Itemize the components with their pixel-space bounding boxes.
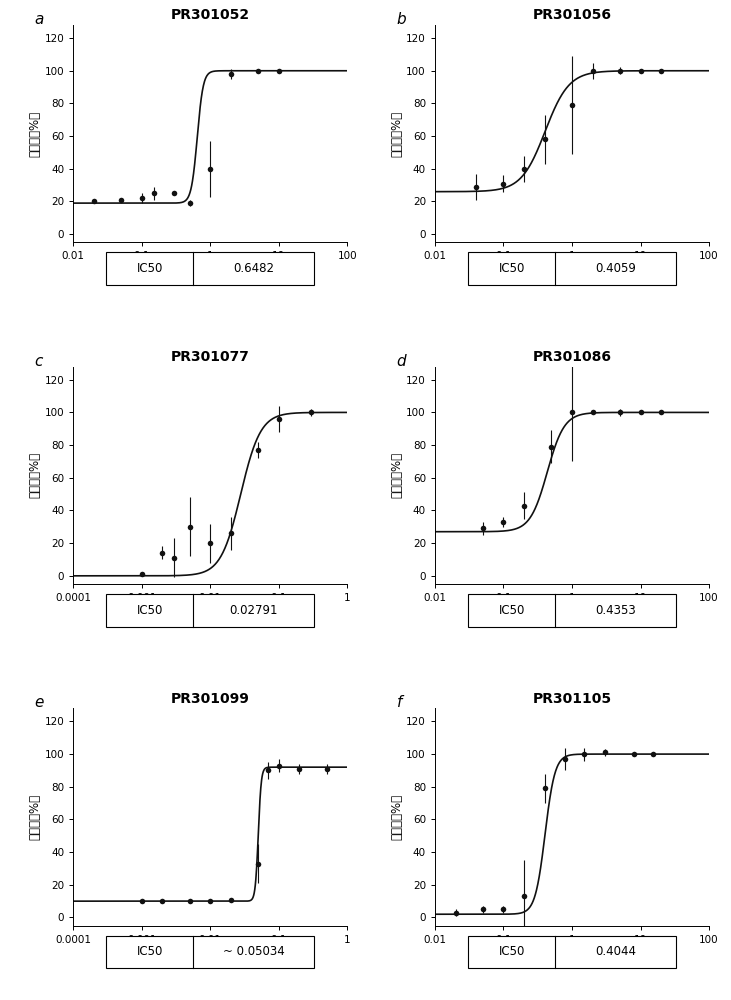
Text: a: a xyxy=(35,12,44,27)
Text: ~ 0.05034: ~ 0.05034 xyxy=(223,945,285,958)
Text: IC50: IC50 xyxy=(137,604,163,617)
Title: PR301052: PR301052 xyxy=(170,8,250,22)
X-axis label: 浓度（μg/ml）: 浓度（μg/ml） xyxy=(541,266,603,279)
Bar xyxy=(106,594,314,627)
Text: 0.02791: 0.02791 xyxy=(230,604,279,617)
X-axis label: 浓度（μg/ml）: 浓度（μg/ml） xyxy=(179,266,241,279)
Text: IC50: IC50 xyxy=(499,945,525,958)
X-axis label: 浓度（μg/ml）: 浓度（μg/ml） xyxy=(179,607,241,620)
Title: PR301086: PR301086 xyxy=(532,350,612,364)
X-axis label: 浓度（μg/ml）: 浓度（μg/ml） xyxy=(541,607,603,620)
Y-axis label: 抑制率（%）: 抑制率（%） xyxy=(390,111,404,157)
Bar xyxy=(106,936,314,968)
Y-axis label: 抑制率（%）: 抑制率（%） xyxy=(390,794,404,840)
Text: 0.6482: 0.6482 xyxy=(233,262,274,275)
Bar xyxy=(468,594,676,627)
X-axis label: 浓度（μg/ml）: 浓度（μg/ml） xyxy=(179,949,241,962)
Text: c: c xyxy=(35,354,43,369)
Title: PR301099: PR301099 xyxy=(171,692,249,706)
Text: b: b xyxy=(396,12,406,27)
Text: f: f xyxy=(396,695,402,710)
Text: IC50: IC50 xyxy=(137,945,163,958)
Text: d: d xyxy=(396,354,406,369)
X-axis label: 浓度（μg/ml）: 浓度（μg/ml） xyxy=(541,949,603,962)
Title: PR301077: PR301077 xyxy=(171,350,249,364)
Bar xyxy=(106,252,314,285)
Y-axis label: 抑制率（%）: 抑制率（%） xyxy=(29,452,42,498)
Text: e: e xyxy=(35,695,44,710)
Text: IC50: IC50 xyxy=(499,262,525,275)
Title: PR301105: PR301105 xyxy=(532,692,612,706)
Text: 0.4044: 0.4044 xyxy=(595,945,636,958)
Y-axis label: 抑制率（%）: 抑制率（%） xyxy=(390,452,404,498)
Y-axis label: 抑制率（%）: 抑制率（%） xyxy=(29,794,42,840)
Text: 0.4059: 0.4059 xyxy=(595,262,636,275)
Bar xyxy=(468,252,676,285)
Bar xyxy=(468,936,676,968)
Text: 0.4353: 0.4353 xyxy=(595,604,636,617)
Text: IC50: IC50 xyxy=(137,262,163,275)
Y-axis label: 抑制率（%）: 抑制率（%） xyxy=(29,111,42,157)
Text: IC50: IC50 xyxy=(499,604,525,617)
Title: PR301056: PR301056 xyxy=(532,8,612,22)
